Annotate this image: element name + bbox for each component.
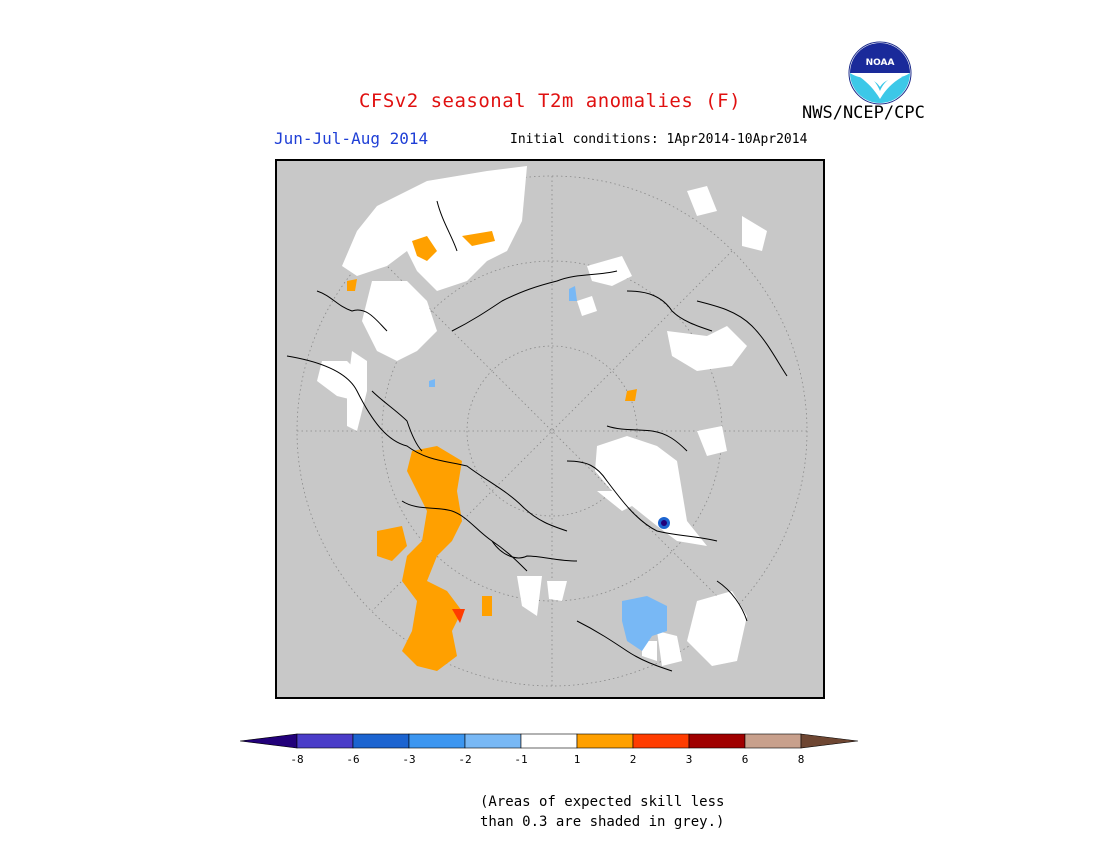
- legend-swatch: [464, 733, 522, 749]
- legend-tick-label: -1: [514, 753, 527, 766]
- legend-tick-label: -2: [458, 753, 471, 766]
- skill-footnote: (Areas of expected skill less than 0.3 a…: [480, 792, 724, 832]
- forecast-period: Jun-Jul-Aug 2014: [274, 129, 429, 148]
- polar-map: [275, 159, 825, 699]
- legend-arrow-low: [240, 733, 298, 749]
- legend-swatch: [408, 733, 466, 749]
- initial-conditions: Initial conditions: 1Apr2014-10Apr2014: [510, 132, 808, 147]
- cool-anomaly-areas: [429, 286, 667, 651]
- noaa-logo: NOAA: [848, 41, 912, 105]
- legend-swatch: [352, 733, 410, 749]
- legend-swatch: [296, 733, 354, 749]
- polar-map-canvas: [286, 166, 808, 687]
- legend-tick-label: -6: [346, 753, 359, 766]
- near-normal-areas: [317, 166, 767, 666]
- legend-swatch: [688, 733, 746, 749]
- legend-swatch: [632, 733, 690, 749]
- legend-tick-label: -8: [290, 753, 303, 766]
- legend-swatch: [744, 733, 802, 749]
- legend-tick-label: 8: [798, 753, 805, 766]
- footnote-line-1: (Areas of expected skill less: [480, 794, 725, 810]
- coastlines: [286, 200, 788, 672]
- legend-tick-label: 3: [686, 753, 693, 766]
- hot-anomaly-spot: [452, 609, 465, 623]
- legend-tick-label: 1: [574, 753, 581, 766]
- legend-swatch: [576, 733, 634, 749]
- map-title: CFSv2 seasonal T2m anomalies (F): [358, 90, 742, 112]
- legend-tick-label: -3: [402, 753, 415, 766]
- legend-arrow-high: [800, 733, 859, 749]
- legend-tick-label: 2: [630, 753, 637, 766]
- color-legend: -8 -6 -3 -2 -1 1 2 3 6 8: [240, 733, 859, 766]
- legend-swatch: [520, 733, 578, 749]
- warm-anomaly-areas: [347, 231, 637, 671]
- noaa-logo-text: NOAA: [866, 58, 895, 68]
- legend-tick-label: 6: [742, 753, 749, 766]
- footnote-line-2: than 0.3 are shaded in grey.): [480, 814, 725, 830]
- agency-label: NWS/NCEP/CPC: [802, 103, 925, 123]
